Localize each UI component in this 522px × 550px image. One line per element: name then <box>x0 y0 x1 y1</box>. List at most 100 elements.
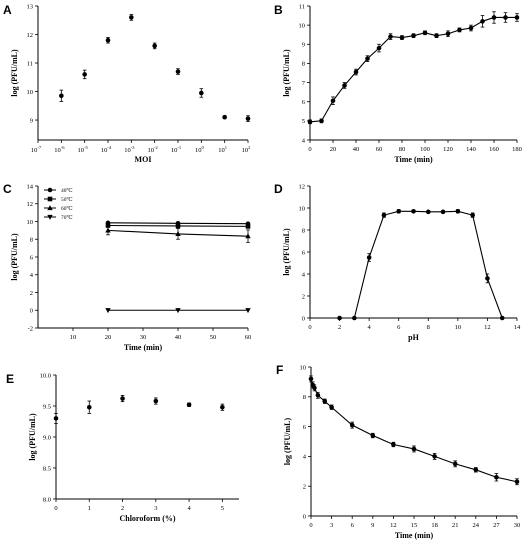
y-tick-label: 8 <box>303 394 306 401</box>
x-tick-label: 4 <box>368 324 372 331</box>
x-tick-label: 14 <box>514 324 521 331</box>
legend-label: 60℃ <box>61 205 73 212</box>
panel-letter: D <box>274 182 283 196</box>
x-tick-label: 140 <box>466 146 476 153</box>
y-tick-label: 10 <box>299 205 306 212</box>
x-tick-label: 12 <box>484 324 491 331</box>
panel-b: B 4 5 6 7 8 9 10 11 0 20 40 60 80 100 120 140 160 180 Time … <box>274 3 522 164</box>
y-tick-label: 10 <box>27 219 34 226</box>
data-point <box>53 416 59 421</box>
x-tick-label: 180 <box>512 146 522 153</box>
y-tick-label: 6 <box>303 424 307 431</box>
y-axis-title: log (PFU/mL) <box>28 413 37 461</box>
x-tick-label: 10-6 <box>54 145 65 154</box>
data-point <box>514 15 520 20</box>
data-point <box>59 93 64 99</box>
panel-letter: A <box>3 3 12 17</box>
x-tick-label: 101 <box>218 145 227 154</box>
y-tick-label: 9 <box>30 117 33 124</box>
series-0 <box>53 395 225 424</box>
data-point <box>370 433 376 438</box>
y-tick-label: 6 <box>302 99 306 106</box>
y-tick-label: -2 <box>28 325 33 332</box>
data-point <box>480 19 485 24</box>
series-line <box>309 16 517 123</box>
data-point <box>452 461 458 467</box>
y-axis-title: log (PFU/mL) <box>10 49 19 97</box>
data-point <box>349 422 355 428</box>
x-tick-label: 5 <box>221 505 224 512</box>
y-axis-title: log (PFU/mL) <box>282 228 291 276</box>
x-axis-title: Time (min) <box>394 155 433 164</box>
legend-marker <box>47 205 53 211</box>
x-tick-label: 9 <box>371 522 374 529</box>
y-tick-label: 0 <box>302 315 305 322</box>
x-tick-label: 30 <box>140 334 147 341</box>
y-tick-label: 9.5 <box>43 403 51 410</box>
y-tick-label: 13 <box>27 3 34 10</box>
data-point <box>503 15 508 20</box>
x-tick-label: 0 <box>308 324 311 331</box>
x-tick-label: 20 <box>330 146 337 153</box>
x-tick-label: 10-3 <box>124 145 135 154</box>
data-point <box>330 98 336 104</box>
data-point <box>432 454 437 459</box>
data-point <box>86 404 92 410</box>
x-tick-label: 6 <box>351 522 355 529</box>
series-0 <box>59 14 251 122</box>
x-axis-title: Chloroform (%) <box>119 514 175 523</box>
data-point <box>175 69 181 74</box>
data-point <box>485 276 490 281</box>
data-point <box>468 25 474 31</box>
data-point <box>365 56 370 61</box>
y-tick-label: 4 <box>302 271 306 278</box>
x-tick-label: 0 <box>309 522 312 529</box>
y-tick-label: 5 <box>302 118 305 125</box>
data-point <box>307 119 313 125</box>
data-point <box>381 212 387 218</box>
x-tick-label: 60 <box>245 334 252 341</box>
x-tick-label: 160 <box>489 146 499 153</box>
x-tick-label: 30 <box>514 522 521 529</box>
data-point <box>422 30 428 36</box>
y-tick-label: 11 <box>27 60 33 67</box>
x-tick-label: 3 <box>330 522 333 529</box>
y-tick-label: 0 <box>30 308 33 315</box>
legend-marker <box>47 187 53 193</box>
y-tick-label: 8 <box>302 61 305 68</box>
y-tick-label: 10.0 <box>40 372 51 379</box>
legend-marker <box>47 196 53 202</box>
data-point <box>120 396 125 401</box>
data-point <box>329 404 334 410</box>
data-point <box>199 90 204 96</box>
x-axis-title: pH <box>408 333 419 342</box>
data-point <box>322 398 328 404</box>
y-tick-label: 12 <box>27 32 34 39</box>
y-axis-title: log (PFU/mL) <box>282 49 291 97</box>
panel-letter: C <box>3 182 12 196</box>
panel-d: D 0 2 4 6 8 10 12 0 2 4 6 8 10 12 14 pH log (PFU/mL) <box>274 182 521 342</box>
data-point <box>473 467 479 473</box>
data-point <box>175 231 181 237</box>
y-tick-label: 8.5 <box>43 465 51 472</box>
y-tick-label: 10 <box>299 22 306 29</box>
legend: 40℃ 50℃ 60℃ 70℃ <box>44 187 73 221</box>
data-point <box>82 72 87 77</box>
y-tick-label: 14 <box>27 183 34 190</box>
data-point <box>352 315 357 321</box>
y-tick-label: 2 <box>303 484 306 491</box>
y-tick-label: 8 <box>30 237 33 244</box>
y-tick-label: 4 <box>30 272 34 279</box>
x-tick-label: 6 <box>397 324 401 331</box>
y-tick-label: 2 <box>30 290 33 297</box>
legend-label: 70℃ <box>61 214 73 221</box>
data-point <box>366 255 372 260</box>
y-tick-label: 12 <box>27 201 34 208</box>
data-point <box>319 118 324 124</box>
y-tick-label: 10 <box>27 89 34 96</box>
data-point <box>411 446 417 452</box>
panel-letter: B <box>274 3 283 17</box>
data-point <box>129 15 134 20</box>
series-line <box>310 378 518 483</box>
x-tick-label: 10 <box>455 324 462 331</box>
